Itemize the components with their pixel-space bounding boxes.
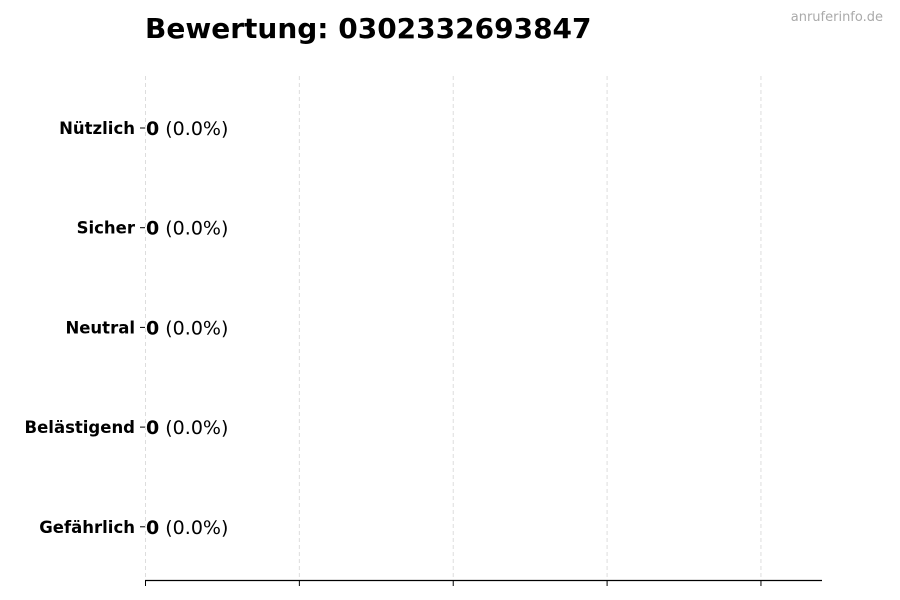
y-tick-label: Nützlich [59, 119, 135, 138]
y-tick-label: Sicher [77, 219, 136, 238]
y-tick-label: Neutral [65, 318, 135, 337]
data-label: 0 (0.0%) [146, 218, 228, 240]
data-label: 0 (0.0%) [146, 317, 228, 339]
data-label: 0 (0.0%) [146, 417, 228, 439]
chart-title: Bewertung: 0302332693847 [145, 12, 592, 45]
data-label: 0 (0.0%) [146, 118, 228, 140]
y-tick-label: Belästigend [25, 418, 135, 437]
data-label: 0 (0.0%) [146, 517, 228, 539]
watermark: anruferinfo.de [790, 10, 883, 25]
y-tick-label: Gefährlich [39, 518, 135, 537]
